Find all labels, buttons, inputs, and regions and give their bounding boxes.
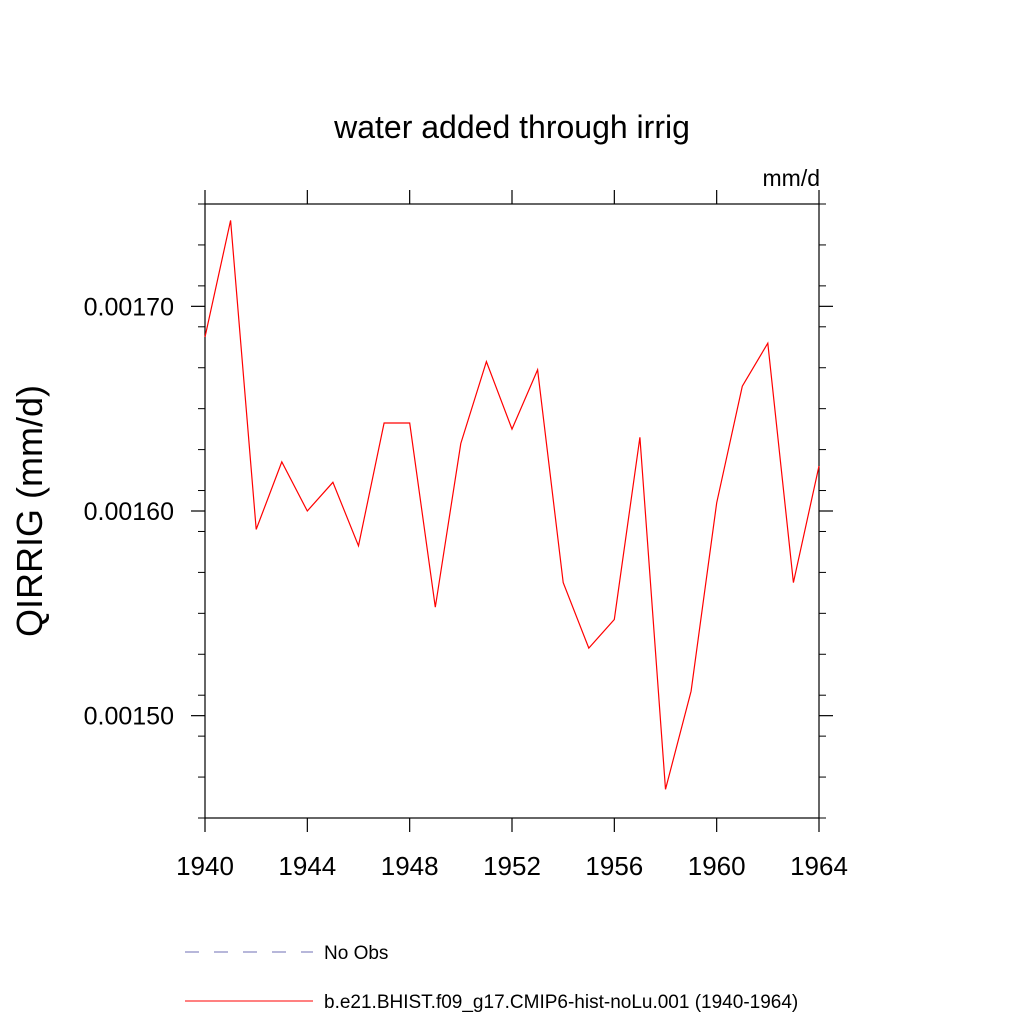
y-tick-label: 0.00150 — [84, 703, 174, 731]
y-tick-label: 0.00170 — [84, 293, 174, 321]
legend-label: No Obs — [324, 943, 388, 964]
axis-tick-labels: 1940 1944 1948 1952 1956 1960 1964 0.00150 0.001… — [84, 293, 848, 881]
legend: No Obs b.e21.BHIST.f09_g17.CMIP6-hist-noL… — [185, 943, 798, 1013]
x-tick-label: 1964 — [790, 851, 848, 881]
x-tick-label: 1952 — [483, 851, 541, 881]
x-tick-label: 1944 — [278, 851, 336, 881]
x-tick-label: 1940 — [176, 851, 234, 881]
units-label: mm/d — [763, 165, 821, 191]
axis-ticks — [191, 190, 833, 832]
chart-title: water added through irrig — [333, 109, 690, 145]
plot-frame — [204, 203, 820, 819]
y-tick-label: 0.00160 — [84, 498, 174, 526]
x-tick-label: 1960 — [688, 851, 746, 881]
x-tick-label: 1948 — [381, 851, 439, 881]
legend-label: b.e21.BHIST.f09_g17.CMIP6-hist-noLu.001 … — [324, 992, 798, 1013]
x-tick-label: 1956 — [585, 851, 643, 881]
series-lines — [204, 220, 820, 790]
series-line-1 — [204, 220, 820, 790]
y-axis-label: QIRRIG (mm/d) — [9, 385, 50, 637]
